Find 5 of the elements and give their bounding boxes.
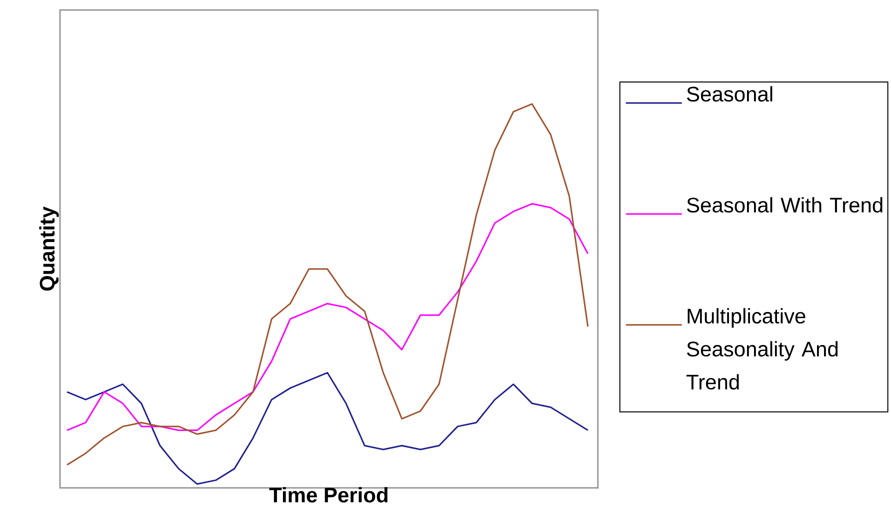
legend-label: Multiplicative Seasonality And Trend <box>686 308 838 390</box>
y-axis-title: Quantity <box>39 206 59 291</box>
legend-label: Seasonal <box>687 86 772 102</box>
legend-label: Seasonal With Trend <box>687 197 882 213</box>
x-axis-title: Time Period <box>269 487 388 503</box>
